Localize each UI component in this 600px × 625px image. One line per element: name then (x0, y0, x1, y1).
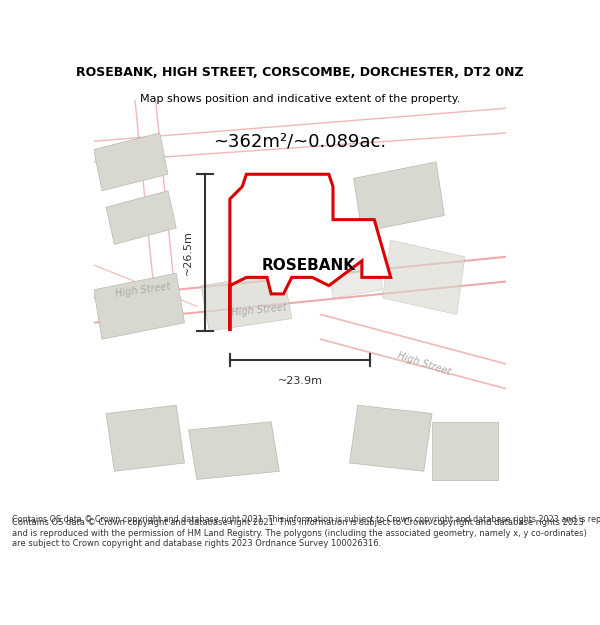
Polygon shape (94, 273, 184, 339)
Text: ~362m²/~0.089ac.: ~362m²/~0.089ac. (214, 133, 386, 151)
Polygon shape (432, 422, 498, 479)
Text: High Street: High Street (115, 281, 172, 299)
Text: Map shows position and indicative extent of the property.: Map shows position and indicative extent… (140, 94, 460, 104)
Polygon shape (349, 405, 432, 471)
Text: Contains OS data © Crown copyright and database right 2021. This information is : Contains OS data © Crown copyright and d… (12, 518, 587, 548)
Polygon shape (353, 162, 445, 232)
Polygon shape (383, 240, 465, 314)
Text: ~26.5m: ~26.5m (183, 230, 193, 275)
Polygon shape (106, 191, 176, 244)
Text: ROSEBANK: ROSEBANK (261, 258, 355, 272)
Polygon shape (188, 422, 280, 479)
Polygon shape (329, 257, 383, 298)
Text: ~23.9m: ~23.9m (277, 376, 323, 386)
Text: Contains OS data © Crown copyright and database right 2021. This information is : Contains OS data © Crown copyright and d… (12, 515, 600, 524)
Text: ROSEBANK, HIGH STREET, CORSCOMBE, DORCHESTER, DT2 0NZ: ROSEBANK, HIGH STREET, CORSCOMBE, DORCHE… (76, 66, 524, 79)
Polygon shape (106, 405, 184, 471)
Text: High Street: High Street (396, 351, 452, 378)
Polygon shape (94, 133, 168, 191)
Polygon shape (230, 174, 391, 331)
Polygon shape (201, 273, 292, 331)
Text: High Street: High Street (230, 302, 287, 318)
